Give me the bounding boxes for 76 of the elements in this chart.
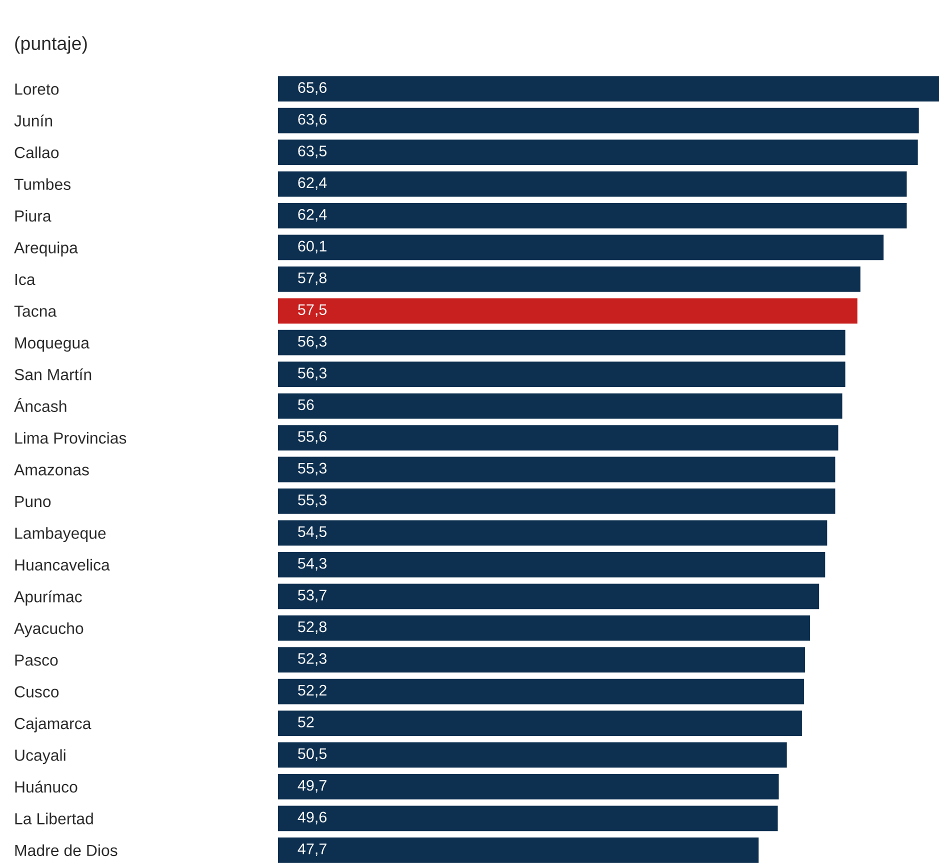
- data-label: 50,5: [298, 748, 327, 761]
- data-label: 52,8: [298, 621, 327, 634]
- data-label: 62,4: [298, 209, 327, 222]
- y-tick-label: Tumbes: [14, 178, 71, 190]
- data-label: 49,7: [298, 780, 326, 793]
- data-label: 54,5: [298, 526, 327, 539]
- y-tick-label: Lambayeque: [15, 527, 106, 542]
- y-tick-label: Loreto: [15, 84, 59, 95]
- data-label: 65,6: [298, 82, 327, 95]
- bar: [278, 806, 778, 832]
- data-label: 55,3: [298, 462, 327, 476]
- data-label: 49,6: [298, 812, 327, 824]
- y-tick-label: Puno: [15, 496, 51, 508]
- data-label: 47,7: [298, 844, 326, 856]
- bar: [278, 647, 805, 673]
- bar: [278, 425, 838, 450]
- bar: [278, 774, 779, 800]
- bar: [278, 362, 846, 388]
- text: (puntaje): [15, 36, 87, 54]
- y-tick-label: Amazonas: [14, 464, 89, 476]
- bar: [278, 108, 919, 134]
- y-tick-label: Cajamarca: [14, 717, 92, 732]
- y-tick-label: Huánuco: [15, 780, 78, 793]
- data-label: 56,3: [298, 336, 327, 349]
- bar: [278, 76, 939, 102]
- data-label: 55,6: [298, 431, 327, 444]
- bar: [278, 837, 759, 863]
- bar: [278, 552, 826, 578]
- bar: [278, 710, 802, 736]
- bar: [278, 584, 820, 610]
- y-tick-label: Lima Provincias: [15, 432, 126, 444]
- data-label: 55,3: [298, 494, 327, 508]
- data-label: 60,1: [298, 240, 326, 254]
- data-label: 63,5: [298, 146, 327, 158]
- bar: [278, 456, 836, 482]
- y-tick-label: Cusco: [14, 686, 59, 698]
- data-label: 62,4: [298, 177, 327, 190]
- data-label: 57,5: [298, 304, 327, 317]
- y-tick-label: Apurímac: [14, 590, 82, 606]
- bar: [278, 203, 907, 228]
- bar: [278, 393, 842, 419]
- bar: [278, 520, 828, 546]
- y-tick-label: Callao: [14, 146, 59, 158]
- bar: [278, 234, 884, 260]
- bar: [278, 488, 836, 514]
- y-tick-label: Madre de Dios: [15, 844, 118, 856]
- bar: [278, 171, 907, 197]
- data-label: 54,3: [298, 558, 327, 571]
- data-label: 56,3: [298, 368, 327, 380]
- bar: [278, 298, 858, 324]
- y-tick-label: Ica: [15, 274, 36, 286]
- data-label: 52: [298, 716, 314, 728]
- data-label: 52,2: [298, 684, 326, 698]
- bar: [278, 678, 804, 704]
- y-tick-label: La Libertad: [15, 812, 93, 824]
- y-tick-label: Ucayali: [15, 749, 66, 764]
- data-label: 56: [298, 399, 314, 410]
- y-tick-label: Tacna: [14, 306, 57, 317]
- y-tick-label: Huancavelica: [15, 558, 110, 571]
- y-tick-label: Piura: [15, 210, 52, 222]
- data-label: 57,8: [298, 272, 327, 286]
- data-label: 52,3: [298, 653, 327, 666]
- y-tick-label: Junín: [14, 114, 52, 127]
- y-tick-label: Ayacucho: [14, 622, 84, 638]
- y-tick-label: San Martín: [14, 368, 92, 380]
- y-tick-label: Pasco: [15, 654, 58, 666]
- bar: [278, 330, 846, 356]
- data-label: 53,7: [298, 590, 326, 602]
- y-tick-label: Arequipa: [14, 242, 78, 257]
- bar: [278, 615, 810, 641]
- data-label: 63,6: [298, 114, 327, 126]
- bar: [278, 266, 860, 292]
- y-tick-label: Áncash: [14, 398, 66, 412]
- y-tick-label: Moquegua: [15, 337, 90, 352]
- bar: [278, 140, 918, 165]
- bar: [278, 742, 787, 768]
